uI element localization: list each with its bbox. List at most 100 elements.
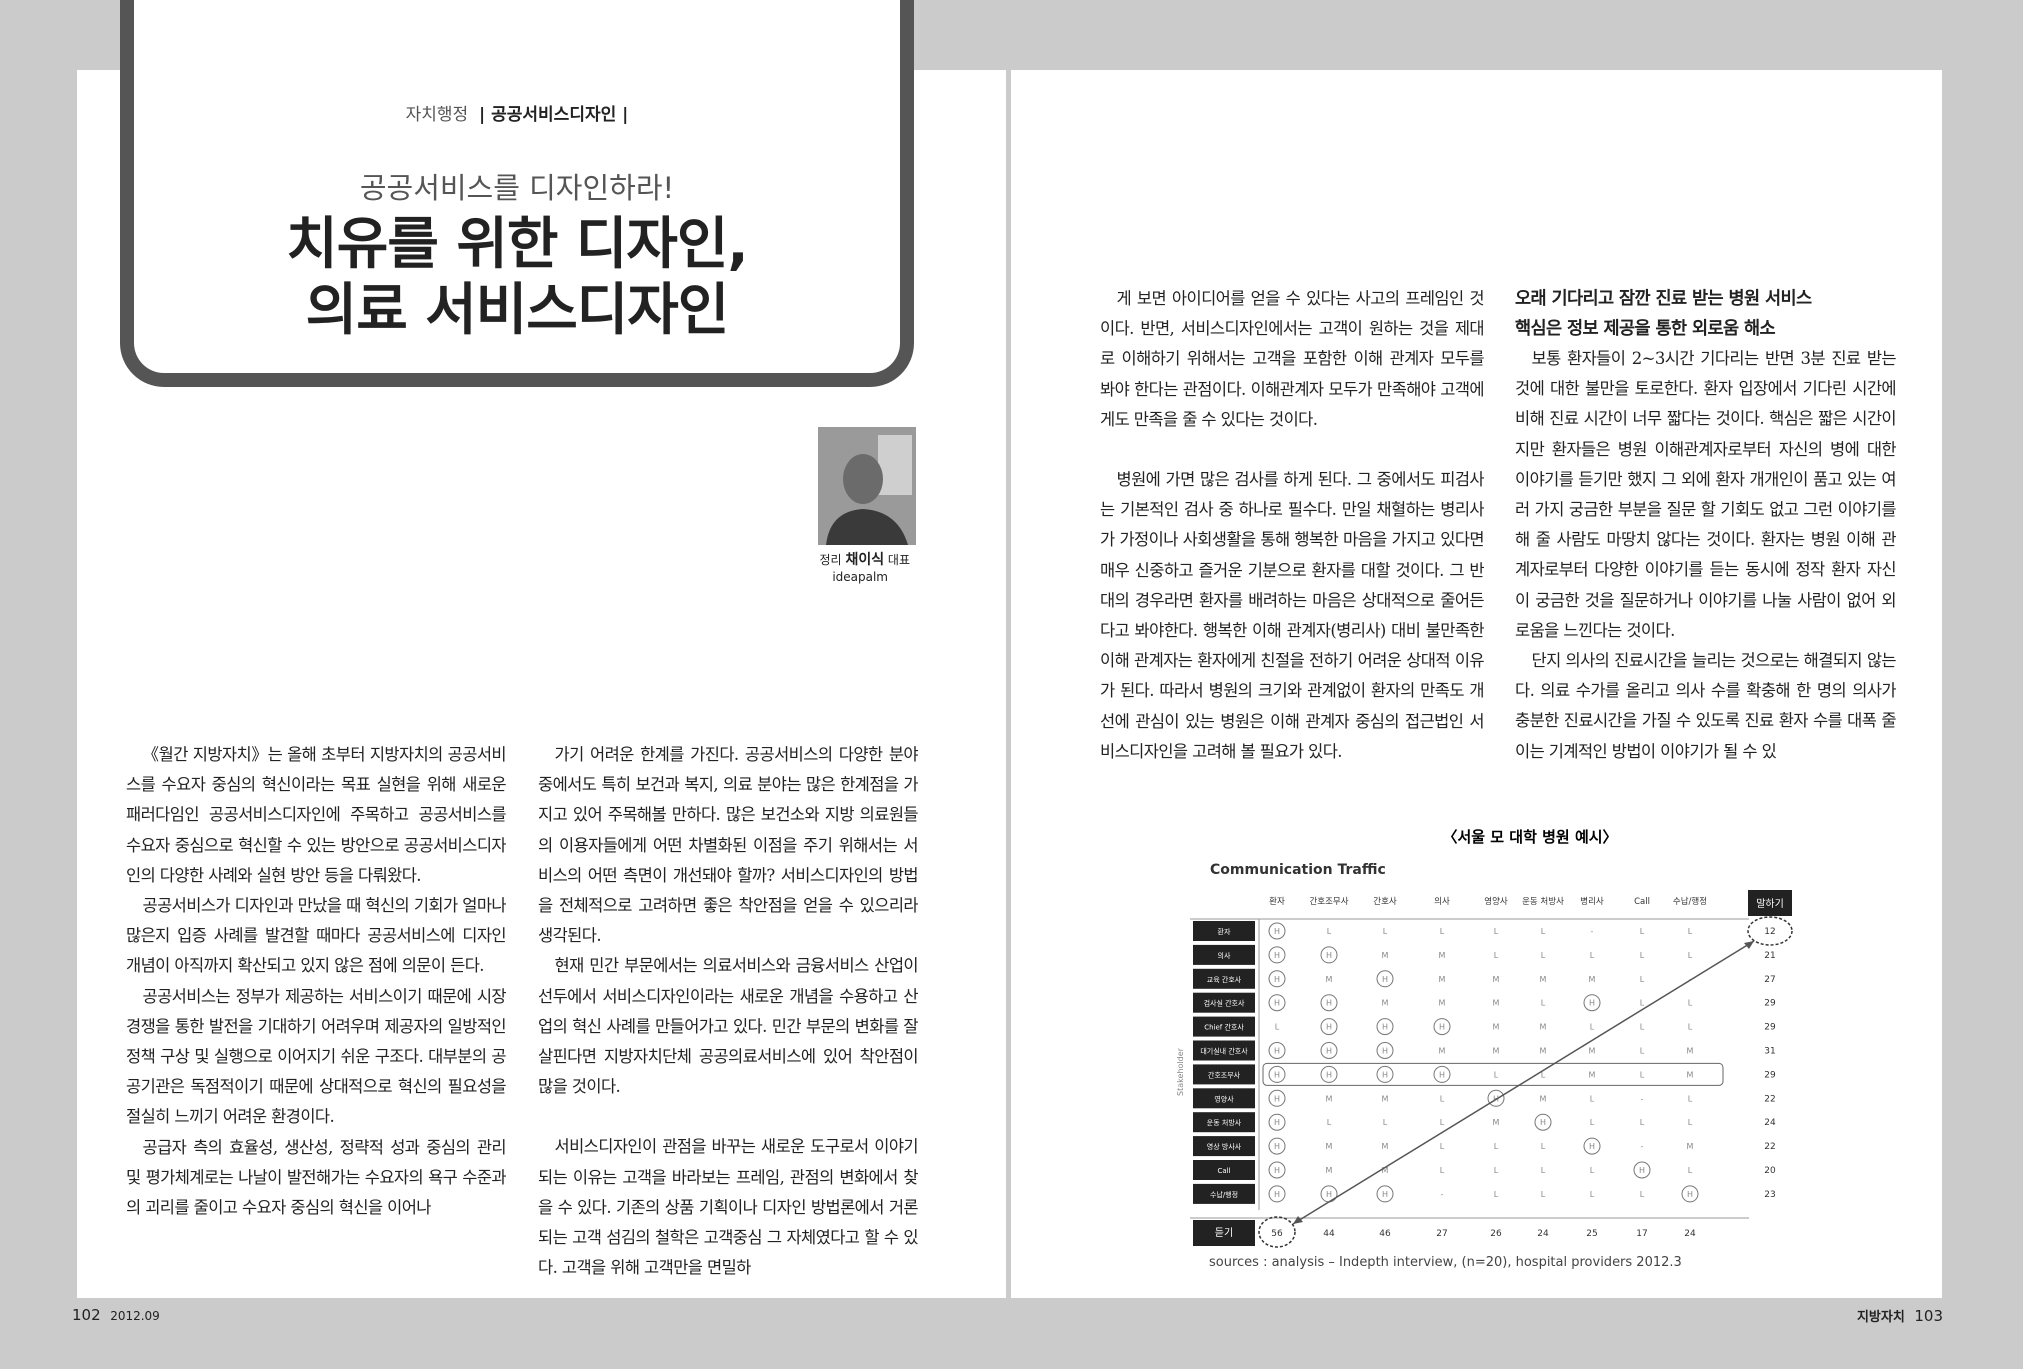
cell: H bbox=[1639, 1166, 1645, 1175]
row-label-bg bbox=[1193, 944, 1255, 965]
listen-count: 44 bbox=[1323, 1229, 1335, 1239]
cell: M bbox=[1687, 1047, 1694, 1056]
cell-circle bbox=[1268, 946, 1286, 964]
row-label-bg bbox=[1193, 992, 1255, 1013]
cell: L bbox=[1688, 1118, 1693, 1127]
figure-caption: 〈서울 모 대학 병원 예시〉 bbox=[1442, 828, 1617, 846]
highlight-row bbox=[1262, 1062, 1724, 1086]
column-header: 병리사 bbox=[1580, 897, 1604, 907]
author-photo bbox=[818, 427, 916, 545]
row-label: 운동 처방사 bbox=[1207, 1118, 1242, 1127]
row-label: 검사실 간호사 bbox=[1204, 999, 1245, 1008]
cell: M bbox=[1326, 1142, 1333, 1151]
column-header: 의사 bbox=[1434, 896, 1450, 907]
cell-circle bbox=[1268, 1185, 1286, 1203]
cell: L bbox=[1541, 951, 1546, 960]
row-label-bg bbox=[1193, 1088, 1255, 1109]
author-credit: 정리 채이식 대표 ideapalm bbox=[760, 552, 910, 586]
paragraph: 공급자 측의 효율성, 생산성, 정략적 성과 중심의 관리 및 평가체계로는 … bbox=[126, 1137, 506, 1218]
cell: L bbox=[1494, 1142, 1499, 1151]
listen-label: 듣기 bbox=[1215, 1227, 1233, 1239]
highlight-circle bbox=[1258, 1216, 1296, 1248]
cell: H bbox=[1589, 1142, 1595, 1151]
listen-count: 56 bbox=[1271, 1229, 1283, 1239]
section-line: 자치행정 | 공공서비스디자인 | bbox=[120, 100, 914, 125]
speak-count: 20 bbox=[1764, 1166, 1776, 1176]
speak-count: 29 bbox=[1764, 1023, 1776, 1033]
cell-circle bbox=[1320, 1018, 1338, 1036]
cell: H bbox=[1382, 1023, 1388, 1032]
cell: M bbox=[1589, 1070, 1596, 1079]
cell-circle bbox=[1583, 994, 1601, 1012]
speak-count: 22 bbox=[1764, 1094, 1775, 1104]
listen-count: 24 bbox=[1684, 1229, 1696, 1239]
cell-circle bbox=[1268, 994, 1286, 1012]
cell: M bbox=[1326, 1094, 1333, 1103]
listen-count: 17 bbox=[1636, 1229, 1647, 1239]
cell: M bbox=[1382, 1094, 1389, 1103]
cell: H bbox=[1382, 1070, 1388, 1079]
column-header: 간호사 bbox=[1373, 896, 1397, 907]
cell: H bbox=[1274, 1070, 1280, 1079]
cell-circle bbox=[1268, 922, 1286, 940]
cell: L bbox=[1688, 951, 1693, 960]
cell: L bbox=[1590, 1166, 1595, 1175]
cell: M bbox=[1540, 975, 1547, 984]
cell-circle bbox=[1433, 1018, 1451, 1036]
paragraph: 가기 어려운 한계를 가진다. 공공서비스의 다양한 분야 중에서도 특히 보건… bbox=[538, 745, 918, 946]
cell: L bbox=[1640, 1118, 1645, 1127]
cell: H bbox=[1326, 1047, 1332, 1056]
cell: M bbox=[1540, 1094, 1547, 1103]
cell: H bbox=[1274, 1166, 1280, 1175]
row-label: Call bbox=[1217, 1167, 1230, 1175]
cell-circle bbox=[1376, 1018, 1394, 1036]
cell: L bbox=[1541, 1166, 1546, 1175]
cell: L bbox=[1327, 927, 1332, 936]
listen-count: 25 bbox=[1586, 1229, 1597, 1239]
side-label: Stakeholder bbox=[1176, 1047, 1185, 1096]
cell: L bbox=[1640, 999, 1645, 1008]
cell: L bbox=[1590, 1023, 1595, 1032]
cell-circle bbox=[1268, 1113, 1286, 1131]
subtitle: 공공서비스를 디자인하라! bbox=[359, 171, 675, 205]
section: 자치행정 bbox=[405, 105, 469, 125]
cell: L bbox=[1640, 975, 1645, 984]
cell: M bbox=[1326, 975, 1333, 984]
cell: L bbox=[1590, 1118, 1595, 1127]
cell: M bbox=[1589, 975, 1596, 984]
cell: L bbox=[1640, 1190, 1645, 1199]
cell: H bbox=[1540, 1118, 1546, 1127]
cell: H bbox=[1274, 1142, 1280, 1151]
text-column: 가기 어려운 한계를 가진다. 공공서비스의 다양한 분야 중에서도 특히 보건… bbox=[538, 740, 918, 1292]
cell: L bbox=[1541, 1142, 1546, 1151]
cell: M bbox=[1382, 1142, 1389, 1151]
cell: H bbox=[1326, 951, 1332, 960]
cell: L bbox=[1688, 1166, 1693, 1175]
cell: M bbox=[1493, 1047, 1500, 1056]
cell-circle bbox=[1320, 1042, 1338, 1059]
cell: H bbox=[1274, 951, 1280, 960]
cell: L bbox=[1494, 1166, 1499, 1175]
row-label-bg bbox=[1193, 1183, 1255, 1204]
cell: M bbox=[1439, 975, 1446, 984]
column-header: 환자 bbox=[1269, 896, 1285, 907]
speak-count: 27 bbox=[1764, 975, 1775, 985]
column-heading: 핵심은 정보 제공을 통한 외로움 해소 bbox=[1515, 319, 1776, 339]
cell: L bbox=[1688, 927, 1693, 936]
cell: M bbox=[1540, 1023, 1547, 1032]
speak-count: 12 bbox=[1764, 927, 1775, 937]
cell: L bbox=[1541, 1070, 1546, 1079]
title: 치유를 위한 디자인, 의료 서비스디자인 bbox=[120, 212, 914, 344]
cell: L bbox=[1590, 1094, 1595, 1103]
row-label: 간호조무사 bbox=[1208, 1070, 1241, 1079]
arrow bbox=[1292, 940, 1755, 1225]
cell-circle bbox=[1320, 994, 1338, 1012]
right-page bbox=[1011, 70, 1942, 1298]
row-label: 환자 bbox=[1218, 927, 1231, 936]
cell: H bbox=[1382, 1190, 1388, 1199]
row-label: 수납/행정 bbox=[1210, 1190, 1238, 1199]
category: | 공공서비스디자인 | bbox=[479, 105, 629, 125]
cell-circle bbox=[1268, 970, 1286, 988]
